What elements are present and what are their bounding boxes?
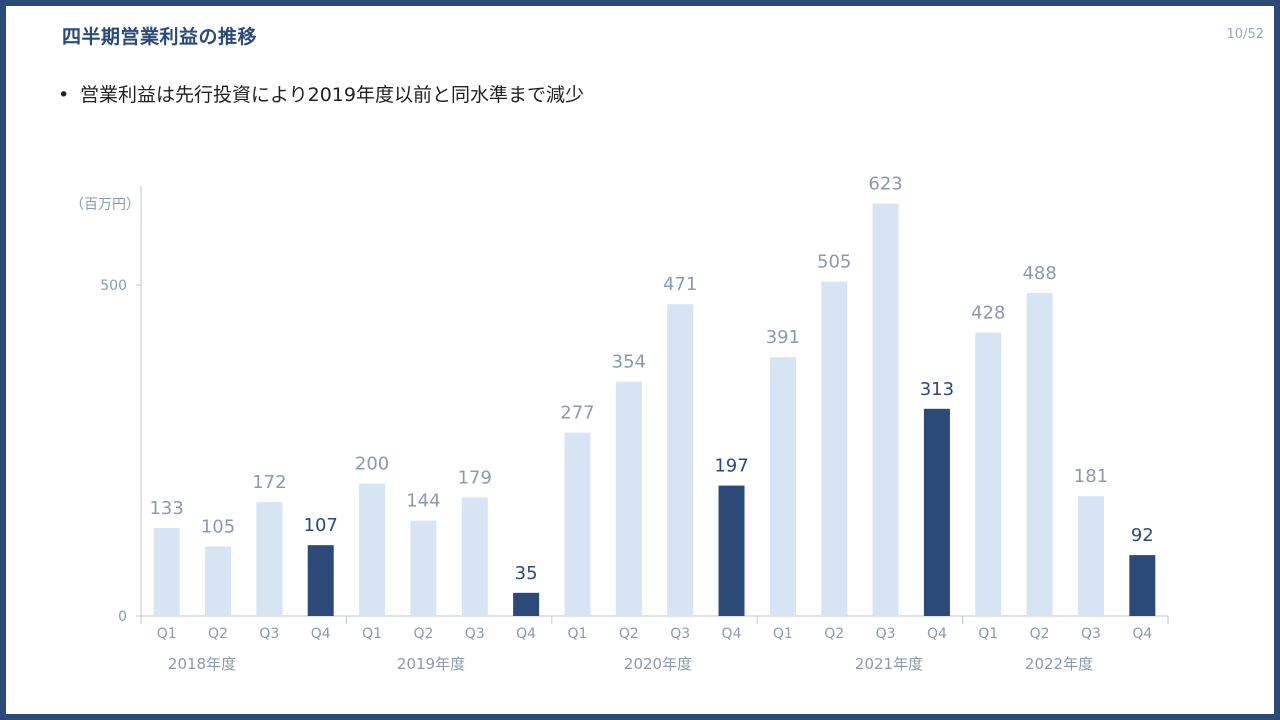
- year-group-label: 2022年度: [1025, 655, 1093, 673]
- x-tick-label: Q2: [208, 626, 228, 642]
- year-group-label: 2018年度: [168, 655, 236, 673]
- year-group-label: 2021年度: [855, 655, 923, 673]
- bar-2020年度-Q3: [667, 304, 694, 616]
- x-tick-label: Q2: [824, 626, 844, 642]
- bar-value-label: 133: [149, 498, 183, 519]
- bar-value-label: 200: [355, 454, 389, 475]
- x-tick-label: Q4: [311, 626, 331, 642]
- x-tick-label: Q4: [722, 626, 742, 642]
- bar-value-label: 313: [920, 379, 954, 400]
- x-tick-label: Q4: [1132, 626, 1152, 642]
- bar-value-label: 277: [560, 403, 594, 424]
- slide-title: 四半期営業利益の推移: [62, 26, 258, 48]
- bar-2021年度-Q2: [821, 281, 848, 616]
- x-tick-label: Q1: [362, 626, 382, 642]
- x-tick-label: Q1: [157, 626, 177, 642]
- bar-value-label: 107: [304, 515, 338, 536]
- bar-2021年度-Q3: [872, 203, 899, 616]
- bar-value-label: 35: [515, 563, 538, 584]
- bar-2022年度-Q4: [1129, 555, 1156, 616]
- bar-value-label: 505: [817, 252, 851, 273]
- bar-value-label: 181: [1074, 466, 1108, 487]
- page-number: 10/52: [1226, 27, 1264, 42]
- x-tick-label: Q3: [259, 626, 279, 642]
- y-tick-label: 500: [100, 278, 127, 294]
- bar-value-label: 354: [612, 352, 646, 373]
- bar-value-label: 488: [1022, 263, 1056, 284]
- x-tick-label: Q4: [927, 626, 947, 642]
- x-tick-label: Q1: [568, 626, 588, 642]
- bar-value-label: 144: [406, 491, 440, 512]
- x-tick-label: Q2: [413, 626, 433, 642]
- x-tick-label: Q2: [619, 626, 639, 642]
- bar-value-label: 391: [766, 327, 800, 348]
- bar-value-label: 471: [663, 274, 697, 295]
- bullet-icon: •: [58, 84, 70, 106]
- bar-2020年度-Q1: [564, 432, 591, 616]
- bullet-text: 営業利益は先行投資により2019年度以前と同水準まで減少: [80, 84, 584, 106]
- bar-2019年度-Q4: [513, 592, 540, 616]
- year-group-label: 2020年度: [624, 655, 692, 673]
- bar-value-label: 172: [252, 472, 286, 493]
- bar-2018年度-Q1: [153, 527, 180, 616]
- bar-2020年度-Q2: [615, 381, 642, 616]
- x-tick-label: Q1: [978, 626, 998, 642]
- bar-2022年度-Q2: [1026, 292, 1053, 616]
- bar-2018年度-Q3: [256, 502, 283, 616]
- bar-2022年度-Q1: [975, 332, 1002, 616]
- bar-2021年度-Q1: [769, 357, 796, 616]
- bar-2019年度-Q1: [359, 483, 386, 616]
- x-tick-label: Q3: [670, 626, 690, 642]
- bar-2019年度-Q3: [461, 497, 488, 616]
- bar-value-label: 623: [868, 174, 902, 195]
- x-tick-label: Q2: [1030, 626, 1050, 642]
- unit-label: （百万円）: [70, 197, 140, 213]
- bar-2019年度-Q2: [410, 520, 437, 616]
- bar-2020年度-Q4: [718, 485, 745, 616]
- bar-value-label: 92: [1131, 525, 1154, 546]
- bullet-item: • 営業利益は先行投資により2019年度以前と同水準まで減少: [58, 80, 584, 107]
- x-tick-label: Q3: [876, 626, 896, 642]
- bar-value-label: 197: [714, 456, 748, 477]
- bar-2018年度-Q2: [205, 546, 232, 616]
- bar-2021年度-Q4: [923, 408, 950, 616]
- y-tick-label: 0: [118, 609, 127, 625]
- bar-2022年度-Q3: [1077, 496, 1104, 616]
- x-tick-label: Q3: [1081, 626, 1101, 642]
- year-group-label: 2019年度: [397, 655, 465, 673]
- bar-value-label: 179: [458, 468, 492, 489]
- x-tick-label: Q3: [465, 626, 485, 642]
- bar-value-label: 428: [971, 303, 1005, 324]
- x-tick-label: Q4: [516, 626, 536, 642]
- bar-2018年度-Q4: [307, 545, 334, 616]
- x-tick-label: Q1: [773, 626, 793, 642]
- bar-value-label: 105: [201, 516, 235, 537]
